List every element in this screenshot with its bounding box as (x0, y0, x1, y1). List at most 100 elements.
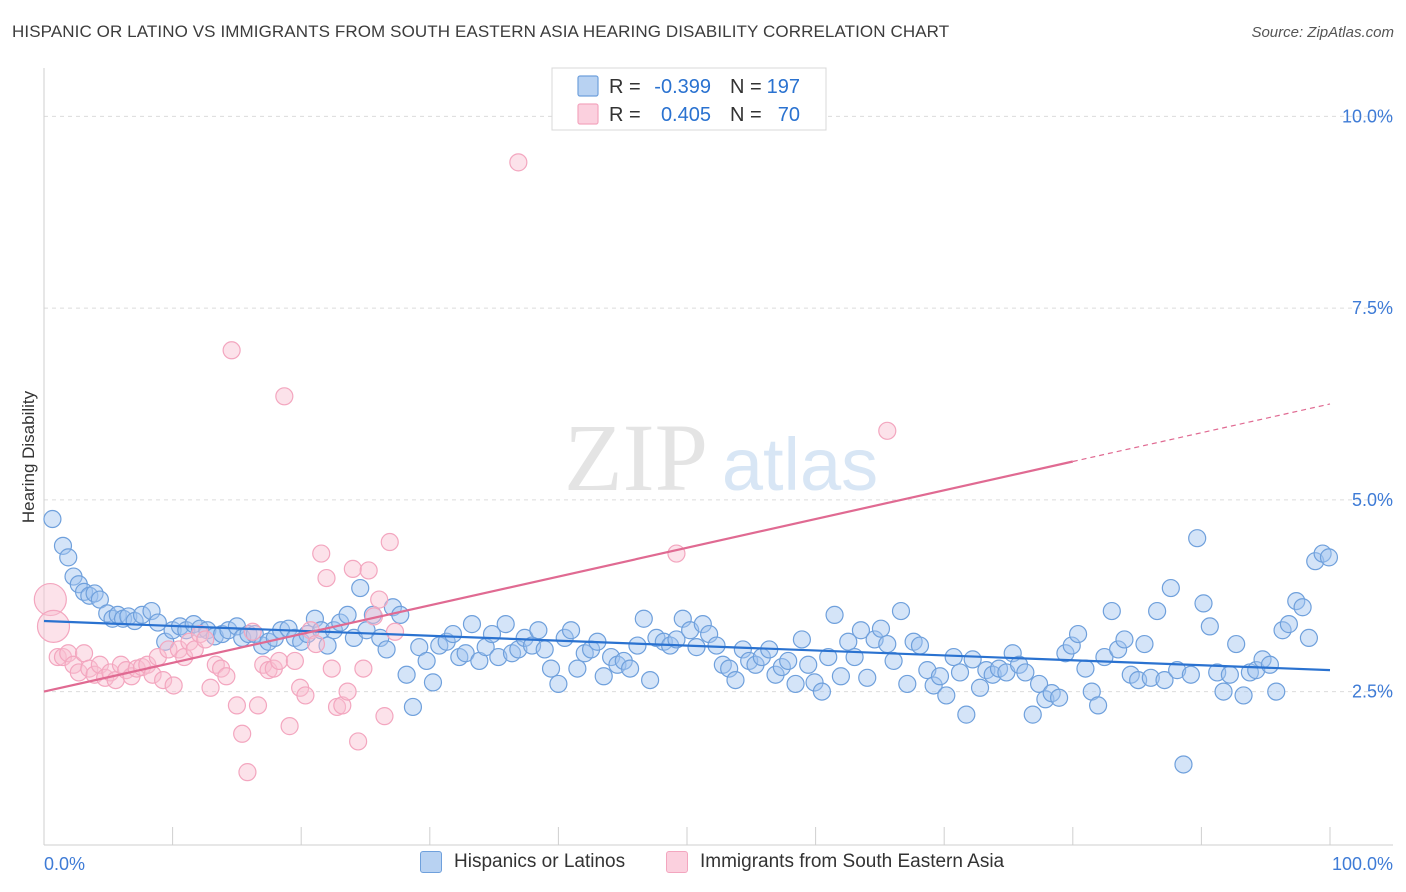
data-point (641, 670, 660, 690)
legend-series: Hispanics or Latinos Immigrants from Sou… (0, 851, 1406, 881)
data-point (354, 659, 373, 678)
data-point (1188, 529, 1207, 548)
data-point (1102, 601, 1121, 621)
data-point (456, 644, 475, 663)
data-point (375, 707, 394, 726)
data-point (69, 663, 88, 682)
data-point (786, 674, 805, 694)
data-point (509, 153, 528, 172)
data-point (190, 619, 210, 638)
data-point (1174, 755, 1193, 774)
legend-r-label: R = (609, 104, 641, 126)
data-point (1293, 598, 1312, 617)
data-point (322, 659, 341, 678)
data-point (970, 678, 990, 697)
data-point (1088, 696, 1108, 715)
data-point (1029, 674, 1049, 694)
data-point (825, 605, 844, 625)
data-point (693, 615, 712, 634)
data-point (792, 630, 811, 649)
data-point (53, 536, 73, 555)
data-point (1135, 634, 1154, 654)
trend-line-immigrants-extension (1072, 403, 1331, 463)
data-point (1023, 705, 1042, 724)
data-point (227, 696, 246, 715)
y-axis-label: Hearing Disability (19, 390, 38, 523)
data-point (529, 621, 548, 640)
data-point (568, 659, 587, 678)
legend-label-immigrants: Immigrants from South Eastern Asia (700, 851, 1005, 872)
data-point (963, 650, 982, 669)
data-point (839, 632, 858, 651)
data-point (1247, 661, 1266, 680)
data-point (318, 636, 337, 655)
data-point (1214, 682, 1233, 701)
data-point (950, 663, 970, 682)
data-point (370, 590, 389, 609)
data-point (1279, 615, 1298, 634)
data-point (1109, 640, 1128, 659)
data-point (219, 621, 238, 640)
data-point (1155, 670, 1174, 690)
legend-item-immigrants[interactable]: Immigrants from South Eastern Asia (666, 851, 1004, 873)
data-point (1168, 661, 1187, 680)
data-point (196, 630, 215, 649)
data-point (217, 667, 236, 686)
data-point (851, 621, 871, 640)
data-point (48, 647, 67, 667)
data-point (380, 532, 399, 552)
data-point (132, 605, 152, 625)
legend-n-value: 70 (778, 104, 800, 126)
data-point (1148, 601, 1167, 621)
data-point (36, 609, 71, 644)
data-point (142, 601, 161, 621)
data-point (285, 651, 304, 671)
data-point (1319, 548, 1339, 567)
data-point (1141, 668, 1160, 687)
data-point (43, 509, 62, 529)
data-point (305, 609, 325, 628)
data-point (535, 640, 554, 659)
trend-lines (43, 403, 1331, 693)
data-point (620, 659, 640, 678)
data-point (377, 640, 396, 659)
data-point (871, 619, 891, 638)
data-point (799, 655, 818, 674)
data-point (164, 676, 183, 695)
data-point (1299, 628, 1319, 648)
data-point (148, 613, 167, 632)
data-point (59, 548, 78, 567)
data-point (243, 622, 262, 641)
axes (43, 68, 1393, 846)
data-point (1115, 630, 1134, 649)
data-point (443, 624, 463, 644)
data-point (878, 634, 897, 654)
data-point (779, 651, 798, 671)
data-point (33, 582, 67, 617)
data-point (190, 624, 210, 644)
data-point (924, 676, 943, 695)
legend-swatch-pink (666, 851, 688, 873)
data-point (1227, 634, 1246, 654)
legend-correlation: R = -0.399 N = 197 R = 0.405 N = 70 (551, 67, 827, 131)
data-point (351, 578, 370, 598)
data-point (496, 615, 515, 634)
legend-n-label: N = (730, 104, 762, 126)
data-point (1076, 659, 1095, 678)
trend-line-hispanics (43, 619, 1331, 672)
data-point (1181, 665, 1200, 684)
data-point (805, 673, 824, 692)
data-point (831, 667, 850, 686)
legend-item-hispanics[interactable]: Hispanics or Latinos (420, 851, 625, 873)
data-point (338, 605, 357, 625)
chart-title: HISPANIC OR LATINO VS IMMIGRANTS FROM SO… (12, 22, 950, 41)
data-point (1068, 624, 1088, 644)
trend-line-immigrants (43, 460, 1074, 693)
data-point (154, 670, 173, 690)
legend-r-value: -0.399 (654, 76, 711, 98)
data-point (159, 640, 178, 659)
data-point (296, 686, 315, 705)
data-point (898, 674, 917, 694)
y-tick-label: 2.5% (1352, 682, 1393, 702)
data-point (489, 647, 508, 667)
